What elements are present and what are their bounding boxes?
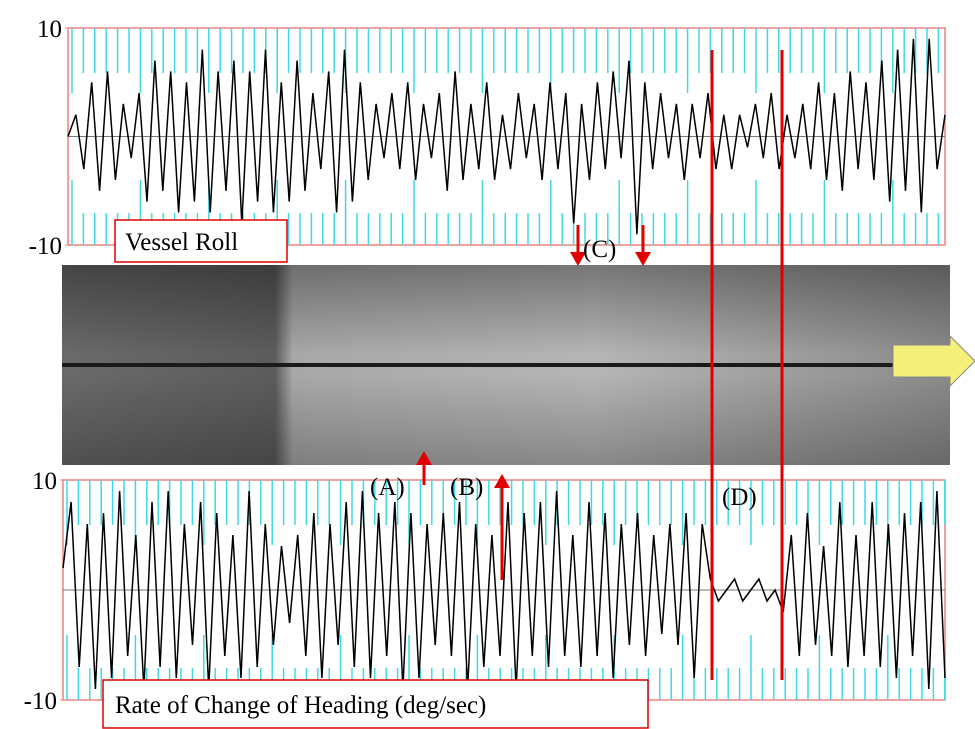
- arrows: [416, 225, 651, 580]
- annotation: (B): [450, 474, 483, 501]
- chart-title: Vessel Roll: [125, 229, 238, 256]
- y-tick-label: -10: [24, 688, 57, 715]
- y-tick-label: -10: [29, 233, 62, 260]
- annotations: (C) (A) (B) (D) Vessel Roll Rate of Chan…: [102, 50, 784, 729]
- sonar-image: [62, 265, 950, 465]
- chart-title: Rate of Change of Heading (deg/sec): [115, 692, 486, 719]
- direction-arrow: [892, 334, 975, 388]
- title-box: [114, 219, 288, 263]
- y-tick-label: 10: [32, 468, 57, 495]
- signal-line: [62, 490, 946, 690]
- annotation: (D): [722, 484, 757, 511]
- annotation: (A): [370, 474, 405, 501]
- annotation: (C): [583, 236, 616, 263]
- chart: -10 10: [24, 468, 946, 715]
- y-tick-label: 10: [37, 16, 62, 43]
- signal-line: [67, 38, 946, 235]
- title-box: [102, 679, 649, 729]
- chart: -10 10: [29, 16, 946, 260]
